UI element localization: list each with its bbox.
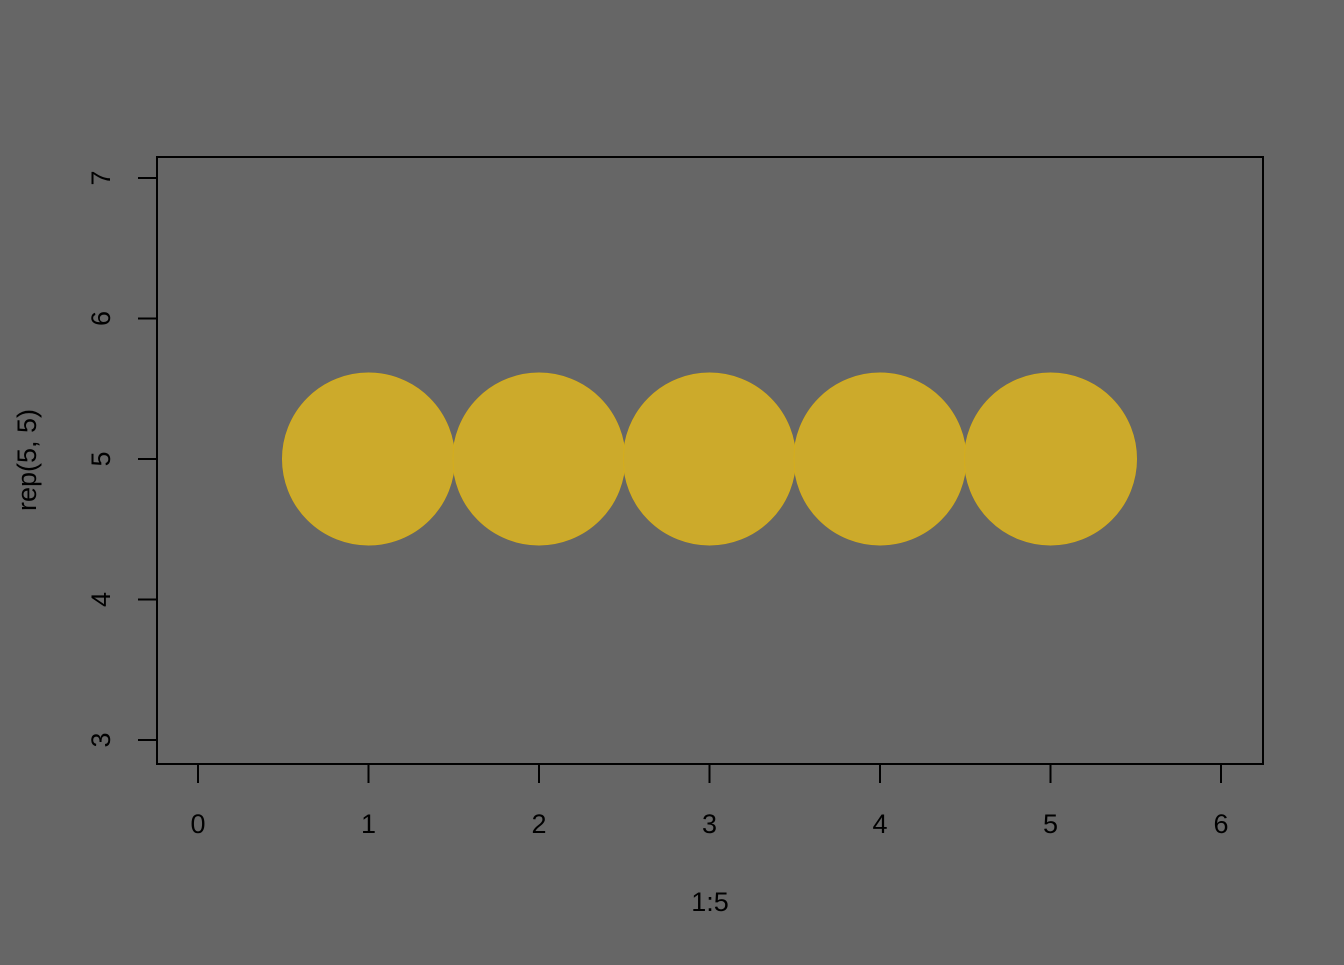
data-point	[282, 372, 455, 546]
x-tick-label: 1	[361, 809, 376, 839]
y-axis-label: rep(5, 5)	[12, 409, 42, 511]
y-axis: 3 4 5 6 7	[86, 170, 158, 748]
data-point	[964, 372, 1137, 546]
x-axis-label: 1:5	[691, 887, 729, 917]
y-tick-label: 4	[86, 592, 116, 607]
data-point	[793, 372, 967, 546]
x-tick-label: 6	[1213, 809, 1228, 839]
x-tick-label: 3	[702, 809, 717, 839]
x-tick-label: 5	[1043, 809, 1058, 839]
x-axis: 0 1 2 3 4 5 6	[190, 763, 1229, 839]
y-tick-label: 7	[86, 170, 116, 185]
data-points	[282, 372, 1137, 546]
data-point	[623, 372, 796, 546]
y-tick-label: 6	[86, 311, 116, 326]
y-tick-label: 5	[86, 451, 116, 466]
x-tick-label: 0	[190, 809, 205, 839]
data-point	[452, 372, 626, 546]
x-tick-label: 2	[531, 809, 546, 839]
x-tick-label: 4	[872, 809, 887, 839]
y-tick-label: 3	[86, 732, 116, 747]
